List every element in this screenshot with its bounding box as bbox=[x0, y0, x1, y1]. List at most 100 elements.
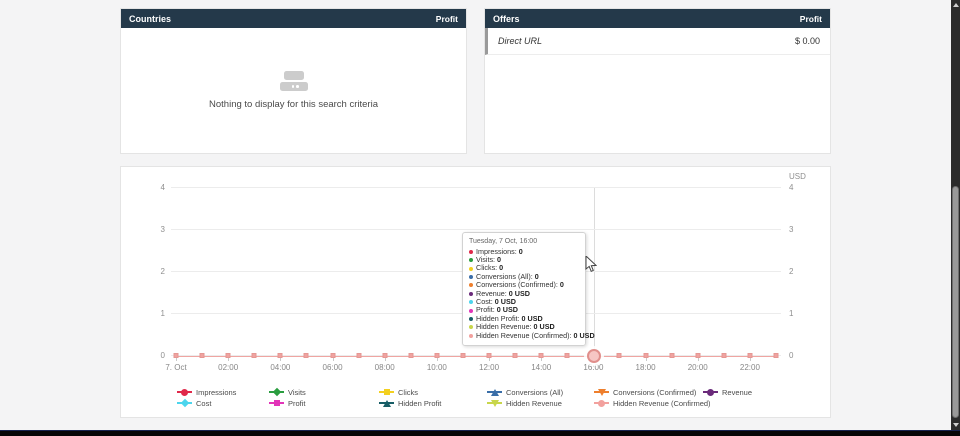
legend-item-impressions[interactable]: Impressions bbox=[177, 387, 236, 397]
offers-list: Direct URL $ 0.00 bbox=[485, 28, 830, 55]
offer-row-direct-url[interactable]: Direct URL $ 0.00 bbox=[485, 28, 830, 55]
data-point-marker[interactable] bbox=[564, 353, 570, 359]
gridline bbox=[171, 355, 781, 356]
legend-item-hidden-revenue[interactable]: Hidden Revenue bbox=[487, 398, 562, 408]
data-point-marker[interactable] bbox=[747, 353, 753, 359]
data-point-marker[interactable] bbox=[773, 353, 779, 359]
data-point-marker[interactable] bbox=[382, 353, 388, 359]
y-axis-label-right: 0 bbox=[789, 351, 794, 360]
data-point-marker[interactable] bbox=[721, 353, 727, 359]
hidden-revenue-confirmed-marker-icon bbox=[594, 399, 609, 408]
x-axis-tick bbox=[697, 356, 699, 361]
revenue-marker-icon bbox=[703, 388, 718, 397]
y-axis-label-left: 2 bbox=[160, 267, 165, 276]
chart-plot-area: USD Tuesday, 7 Oct, 16:00 Impressions: 0 V… bbox=[121, 167, 830, 417]
scrollbar-thumb[interactable] bbox=[952, 186, 959, 418]
x-axis-label: 06:00 bbox=[322, 363, 343, 372]
data-point-marker[interactable] bbox=[460, 353, 466, 359]
tooltip-row-hidden-revenue: Hidden Revenue: 0 USD bbox=[469, 322, 579, 331]
legend-label: Profit bbox=[288, 398, 306, 408]
x-axis-label: 04:00 bbox=[270, 363, 291, 372]
legend-label: Hidden Revenue bbox=[506, 398, 562, 408]
series-color-dot bbox=[469, 300, 473, 305]
scrollbar-down-arrow-icon[interactable] bbox=[952, 423, 959, 427]
x-axis-label: 10:00 bbox=[426, 363, 447, 372]
empty-state-icon bbox=[279, 71, 309, 92]
legend-item-conversions-all[interactable]: Conversions (All) bbox=[487, 387, 563, 397]
series-color-dot bbox=[469, 325, 473, 330]
legend-item-hidden-profit[interactable]: Hidden Profit bbox=[379, 398, 441, 408]
series-color-dot bbox=[469, 274, 473, 279]
tooltip-row-hidden-revenue-confirmed: Hidden Revenue (Confirmed): 0 USD bbox=[469, 331, 595, 340]
cost-marker-icon bbox=[177, 398, 192, 408]
y-axis-label-right: 3 bbox=[789, 225, 794, 234]
data-point-marker[interactable] bbox=[643, 353, 649, 359]
data-point-marker[interactable] bbox=[303, 353, 309, 359]
y-axis-unit-label: USD bbox=[789, 172, 806, 181]
vertical-scrollbar[interactable] bbox=[951, 0, 960, 430]
countries-panel: Countries Profit Nothing to display for … bbox=[120, 8, 467, 154]
legend-item-cost[interactable]: Cost bbox=[177, 398, 211, 408]
x-axis-tick bbox=[436, 356, 438, 361]
legend-item-revenue[interactable]: Revenue bbox=[703, 387, 752, 397]
data-point-marker[interactable] bbox=[616, 353, 622, 359]
hidden-profit-marker-icon bbox=[379, 399, 394, 408]
countries-panel-header: Countries Profit bbox=[121, 9, 466, 28]
data-point-marker[interactable] bbox=[538, 353, 544, 359]
data-point-marker[interactable] bbox=[512, 353, 518, 359]
data-point-marker[interactable] bbox=[330, 353, 336, 359]
hidden-revenue-marker-icon bbox=[487, 399, 502, 408]
legend-item-clicks[interactable]: Clicks bbox=[379, 387, 418, 397]
series-color-dot bbox=[469, 283, 473, 288]
legend-label: Clicks bbox=[398, 387, 418, 397]
x-axis-label: 16:00 bbox=[583, 363, 604, 372]
offer-name[interactable]: Direct URL bbox=[498, 36, 543, 46]
x-axis-tick bbox=[176, 356, 177, 361]
mouse-cursor-icon bbox=[585, 254, 598, 278]
data-point-marker[interactable] bbox=[199, 353, 205, 359]
legend-item-profit[interactable]: Profit bbox=[269, 398, 306, 408]
countries-panel-title: Countries bbox=[129, 13, 172, 24]
series-color-dot bbox=[469, 249, 473, 254]
x-axis-tick bbox=[749, 356, 751, 361]
tooltip-row-conversions-all: Conversions (All): 0 bbox=[469, 272, 579, 281]
offers-panel-header: Offers Profit bbox=[485, 9, 830, 28]
x-axis-tick bbox=[332, 356, 334, 361]
data-point-marker[interactable] bbox=[251, 353, 257, 359]
countries-profit-column-label: Profit bbox=[435, 13, 458, 24]
y-axis-label-left: 4 bbox=[160, 183, 165, 192]
y-axis-label-right: 4 bbox=[789, 183, 794, 192]
data-point-marker[interactable] bbox=[408, 353, 414, 359]
scrollbar-up-arrow-icon[interactable] bbox=[952, 3, 959, 7]
legend-label: Conversions (Confirmed) bbox=[613, 387, 697, 397]
series-color-dot bbox=[469, 308, 473, 313]
x-axis-label: 02:00 bbox=[218, 363, 239, 372]
data-point-marker[interactable] bbox=[277, 353, 283, 359]
hovered-data-point[interactable] bbox=[587, 349, 601, 363]
legend-label: Visits bbox=[288, 387, 306, 397]
data-point-marker[interactable] bbox=[225, 353, 231, 359]
legend-item-visits[interactable]: Visits bbox=[269, 387, 306, 397]
gridline bbox=[171, 187, 781, 188]
tooltip-row-cost: Cost: 0 USD bbox=[469, 297, 579, 306]
y-axis-label-left: 1 bbox=[160, 309, 165, 318]
x-axis-label: 12:00 bbox=[479, 363, 500, 372]
data-point-marker[interactable] bbox=[356, 353, 362, 359]
offers-panel: Offers Profit Direct URL $ 0.00 bbox=[484, 8, 831, 154]
offers-profit-column-label: Profit bbox=[799, 13, 822, 24]
series-color-dot bbox=[469, 266, 473, 271]
data-point-marker[interactable] bbox=[173, 353, 179, 359]
data-point-marker[interactable] bbox=[669, 353, 675, 359]
tooltip-title: Tuesday, 7 Oct, 16:00 bbox=[469, 238, 538, 245]
data-point-marker[interactable] bbox=[486, 353, 492, 359]
chart-tooltip: Tuesday, 7 Oct, 16:00 Impressions: 0 Visit… bbox=[462, 232, 595, 346]
conversions-all-marker-icon bbox=[487, 388, 502, 397]
legend-item-hidden-revenue-confirmed[interactable]: Hidden Revenue (Confirmed) bbox=[594, 398, 711, 408]
data-point-marker[interactable] bbox=[695, 353, 701, 359]
offer-profit-value: $ 0.00 bbox=[794, 36, 820, 46]
x-axis-label: 7. Oct bbox=[165, 363, 187, 372]
legend-item-conversions-confirmed[interactable]: Conversions (Confirmed) bbox=[594, 387, 696, 397]
data-point-marker[interactable] bbox=[434, 353, 440, 359]
y-axis-label-right: 1 bbox=[789, 309, 794, 318]
clicks-marker-icon bbox=[379, 388, 394, 397]
